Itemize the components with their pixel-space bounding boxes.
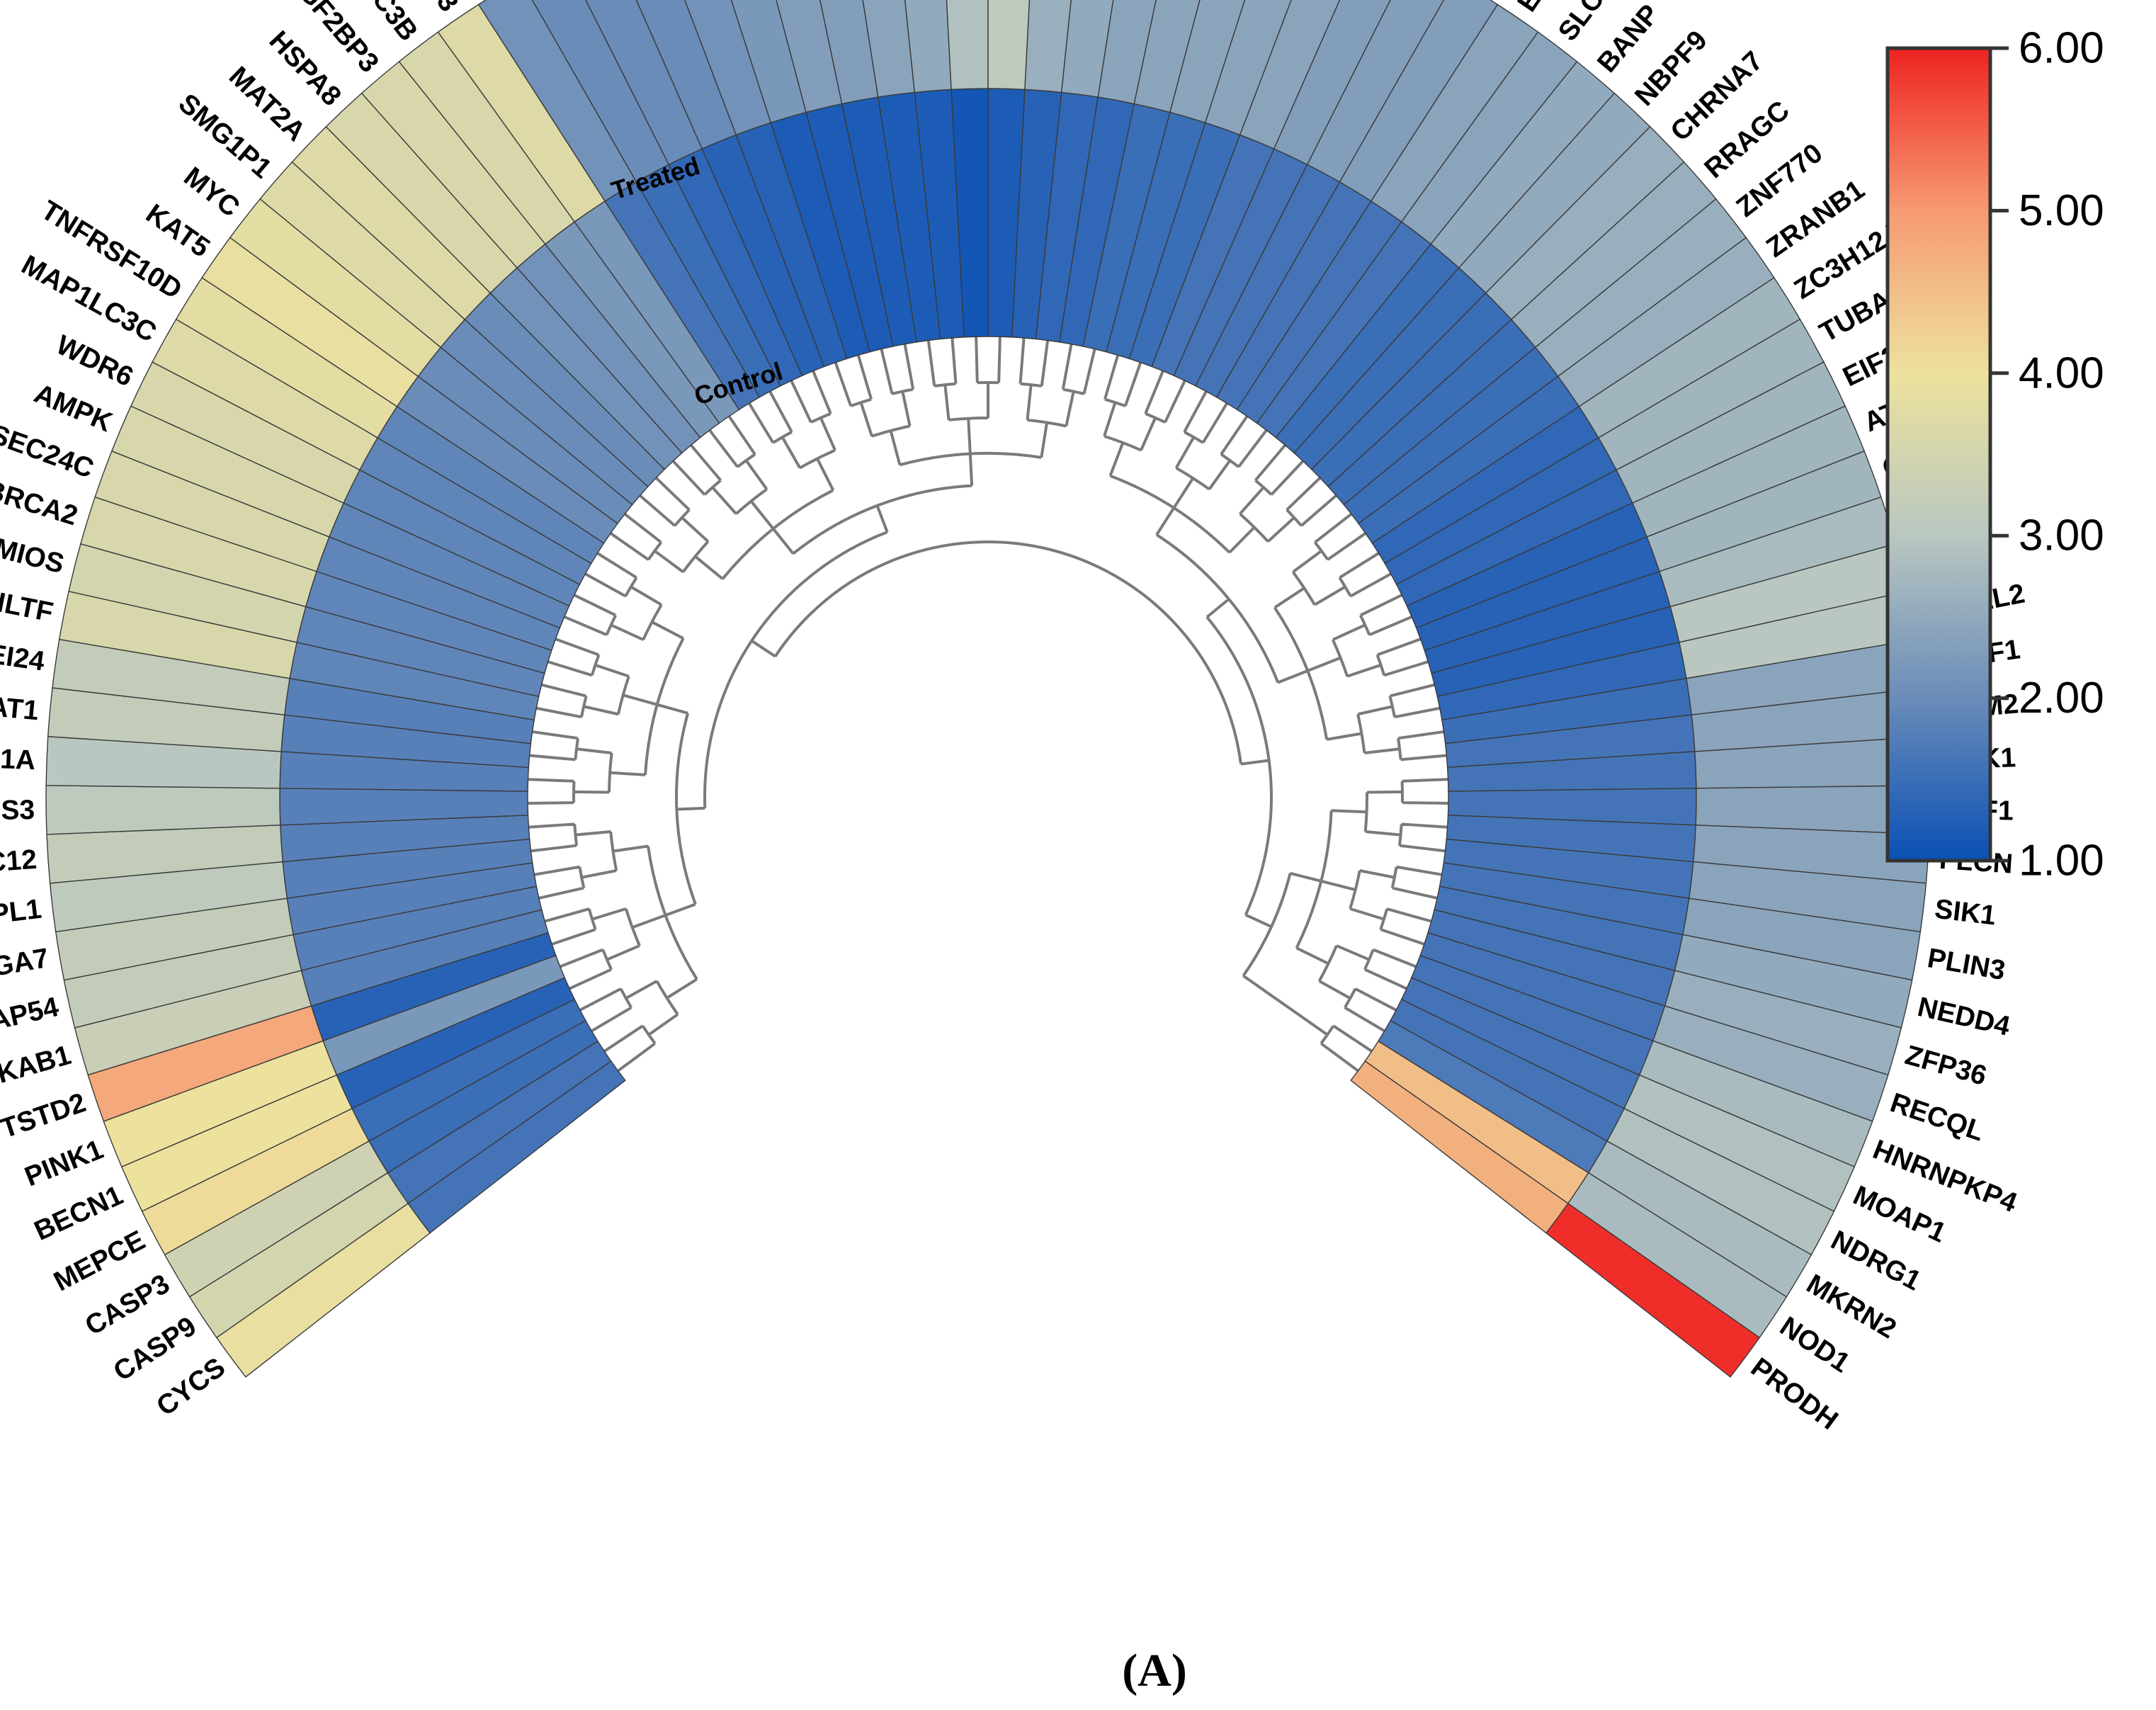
gene-label-p53: P53 <box>412 0 465 17</box>
treated-cell-fos <box>946 0 989 91</box>
gene-label-sik1: SIK1 <box>1933 894 1997 932</box>
colorbar-tick-label: 3.00 <box>2019 511 2104 560</box>
colorbar-tick-label: 6.00 <box>2019 24 2104 73</box>
gene-label-prkab1: PRKAB1 <box>0 1040 74 1100</box>
panel-label: (A) <box>1122 1645 1187 1697</box>
colorbar-ticks: 6.00 5.00 4.00 3.00 2.00 1.00 <box>1990 24 2104 885</box>
colorbar-tick-label: 5.00 <box>2019 186 2104 235</box>
gene-label-plin3: PLIN3 <box>1925 943 2007 986</box>
gene-label-tstd2: TSTD2 <box>0 1087 90 1144</box>
gene-label-wdr6: WDR6 <box>52 329 138 392</box>
treated-cell-bcas3 <box>819 0 879 105</box>
gene-label-kat5: KAT5 <box>140 198 215 264</box>
gene-label-pcdhga7: PCDHGA7 <box>0 943 51 996</box>
treated-cell-errfi1 <box>477 0 637 202</box>
gene-label-ei24: EI24 <box>0 639 47 677</box>
gene-label-myc: MYC <box>178 162 245 223</box>
treated-cell-il18bp <box>987 0 1031 91</box>
treated-cell-rpsap15 <box>1169 0 1246 124</box>
gene-label-mios: MIOS <box>0 533 67 579</box>
treated-cell-prodh <box>1545 1202 1761 1378</box>
treated-cell-eif3l <box>1024 0 1072 94</box>
treated-cell-csnk2a1 <box>1097 0 1157 105</box>
gene-label-txndc12: TXNDC12 <box>0 844 38 883</box>
colorbar-tick-label: 1.00 <box>2019 837 2104 885</box>
gene-label-hif1a: HiF1A <box>0 742 36 776</box>
gene-label-socs3: SOCS3 <box>0 795 35 827</box>
gene-label-rpsap54: RPSAP54 <box>0 992 62 1049</box>
treated-cell-prmt5 <box>1133 0 1201 113</box>
gene-label-gabarapl1: GABARAPL1 <box>0 894 43 944</box>
treated-cell-bcl2l11 <box>862 0 916 98</box>
gene-label-zfp36: ZFP36 <box>1902 1040 1990 1092</box>
gene-label-ampk: AMPK <box>30 378 117 438</box>
treated-cell-sirt2 <box>1204 0 1292 136</box>
colorbar: 6.00 5.00 4.00 3.00 2.00 1.00 <box>1885 24 2104 885</box>
colorbar-tick-label: 4.00 <box>2019 349 2104 397</box>
gene-label-nedd4: NEDD4 <box>1914 992 2013 1042</box>
treated-ring <box>45 0 1931 1378</box>
gene-label-acat1: ACAT1 <box>0 688 40 726</box>
treated-cell-exoc7 <box>531 0 670 183</box>
gene-label-pink1: PINK1 <box>21 1134 108 1192</box>
gene-label-recql: RECQL <box>1886 1087 1987 1147</box>
treated-cell-traf6 <box>904 0 952 94</box>
colorbar-tick-label: 2.00 <box>2019 674 2104 723</box>
treated-cell-vgll4 <box>1060 0 1114 98</box>
treated-cell-ulk1 <box>635 0 737 150</box>
gene-label-hltf: HLTF <box>0 585 55 628</box>
dendrogram-branches <box>528 336 1448 1072</box>
treated-cell-zfyve1 <box>585 0 703 166</box>
treated-cell-slc25a25 <box>1239 0 1341 150</box>
gene-label-brca2: BRCA2 <box>0 475 81 532</box>
treated-cell-dynll2 <box>684 0 772 136</box>
colorbar-gradient <box>1885 46 1992 863</box>
control-ring <box>279 88 1697 1234</box>
dendrogram <box>528 336 1448 1072</box>
treated-cell-rffl <box>1306 0 1445 183</box>
gene-label-cycs: CYCS <box>151 1352 231 1422</box>
treated-cell-dync1li2 <box>1273 0 1391 166</box>
treated-cell-prkab2 <box>730 0 807 124</box>
